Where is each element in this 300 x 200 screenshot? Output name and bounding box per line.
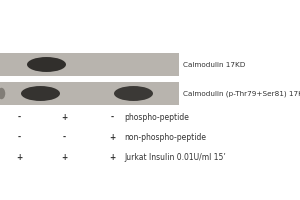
Ellipse shape	[21, 86, 60, 101]
Text: -: -	[63, 132, 66, 142]
Text: -: -	[18, 132, 21, 142]
Text: +: +	[110, 132, 116, 142]
Text: Jurkat Insulin 0.01U/ml 15’: Jurkat Insulin 0.01U/ml 15’	[124, 154, 226, 162]
Bar	[0, 53, 178, 76]
Text: +: +	[16, 154, 22, 162]
Ellipse shape	[114, 86, 153, 101]
Text: +: +	[61, 154, 68, 162]
Ellipse shape	[27, 57, 66, 72]
Text: non-phospho-peptide: non-phospho-peptide	[124, 132, 206, 142]
Text: +: +	[110, 154, 116, 162]
Text: Calmodulin 17KD: Calmodulin 17KD	[183, 62, 245, 68]
Text: +: +	[61, 112, 68, 121]
Bar	[0, 82, 178, 105]
Text: phospho-peptide: phospho-peptide	[124, 112, 189, 121]
Text: Calmodulin (p-Thr79+Ser81) 17KD: Calmodulin (p-Thr79+Ser81) 17KD	[183, 90, 300, 97]
Text: -: -	[111, 112, 114, 121]
Ellipse shape	[0, 88, 5, 99]
Text: -: -	[18, 112, 21, 121]
